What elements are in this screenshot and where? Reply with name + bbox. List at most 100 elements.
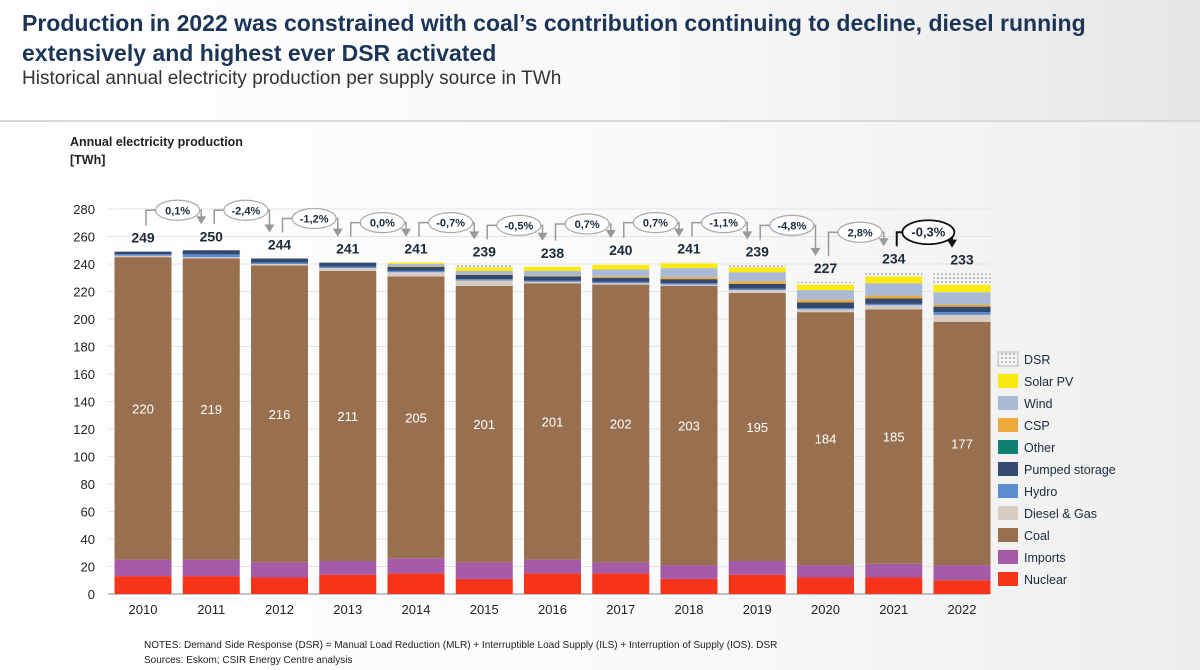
x-tick-label: 2013 [333,602,362,617]
change-pill [632,212,678,234]
bar-segment-coal [660,286,718,566]
bar-segment-solar-pv [524,266,581,271]
x-tick-label: 2021 [879,602,908,617]
bar-segment-imports [660,565,718,579]
legend-swatch [998,506,1018,520]
coal-value-label: 216 [269,407,291,422]
x-tick-label: 2010 [129,602,158,617]
bar-segment-solar-pv [455,267,513,271]
bar-segment-pumped-storage [933,306,991,313]
arrow-icon [469,231,480,240]
bar-segment-pumped-storage [319,262,377,267]
x-tick-label: 2019 [743,602,772,617]
change-label: -1,1% [709,218,738,230]
bar-segment-pumped-storage [387,266,445,271]
change-pill [901,219,956,246]
bar-segment-hydro [728,288,786,291]
y-tick-label: 260 [73,230,95,245]
bar-segment-coal [797,312,854,566]
total-label: 239 [746,243,770,259]
change-pill [837,221,883,243]
bar-segment-pumped-storage [592,277,650,282]
bar-segment-hydro [182,254,240,258]
bar-segment-imports [933,565,991,581]
legend-label: Hydro [1024,485,1057,499]
change-label: 0,7% [643,218,668,230]
total-label: 250 [200,228,224,244]
bar-segment-pumped-storage [455,275,513,280]
notes: NOTES: Demand Side Response (DSR) = Manu… [144,638,777,668]
bar-segment-wind [592,269,650,277]
bar-segment-csp [455,274,513,275]
change-pill [428,212,474,234]
bar-segment-coal [251,265,308,563]
bar-segment-hydro [251,262,308,264]
bar-segment-nuclear [524,573,581,594]
bar-segment-dsr [455,265,513,268]
total-label: 244 [268,237,292,253]
bar-segment-imports [728,561,786,575]
legend-label: Diesel & Gas [1024,507,1097,521]
legend-swatch [998,440,1018,454]
bar-segment-diesel-gas [524,281,581,284]
x-tick-label: 2022 [948,602,977,617]
bar-segment-imports [114,559,172,577]
bar-segment-wind [865,283,923,296]
bar-segment-csp [660,277,718,280]
coal-value-label: 203 [678,419,700,434]
x-tick-label: 2018 [675,602,704,617]
bar-segment-dsr [797,281,854,285]
bar-segment-wind [797,290,854,300]
arrow-icon [401,228,411,237]
bar-segment-coal [387,276,445,559]
bar-segment-nuclear [660,578,718,594]
bar-segment-csp [524,275,581,277]
legend-swatch [998,418,1018,432]
x-tick-label: 2014 [402,602,431,617]
y-tick-label: 120 [73,422,95,437]
bar-segment-coal [182,258,240,560]
y-tick-label: 200 [73,312,95,327]
bar-segment-dsr [660,262,718,264]
change-pill [564,213,610,235]
bar-segment-diesel-gas [592,283,650,285]
bar-segment-nuclear [251,577,308,594]
bar-segment-nuclear [455,578,513,594]
bar-segment-coal [455,286,513,563]
y-tick-label: 0 [88,587,95,602]
bar-segment-diesel-gas [251,264,308,266]
bar-segment-hydro [387,270,445,273]
bar-segment-coal [865,309,923,564]
y-tick-label: 80 [81,477,95,492]
bar-segment-coal [933,321,991,566]
arrow-icon [605,230,616,238]
arrow-icon [810,247,821,256]
change-pill [291,207,337,230]
legend-swatch [998,550,1018,564]
bar-segment-coal [319,270,377,561]
bar-segment-imports [319,561,377,575]
bar-segment-pumped-storage [797,302,854,308]
coal-value-label: 195 [746,420,768,435]
y-tick-label: 160 [73,367,95,382]
bar-segment-diesel-gas [797,309,854,313]
bar-segment-wind [728,272,786,282]
coal-value-label: 211 [337,409,358,424]
arrow-icon [196,216,207,225]
bar-segment-nuclear [933,580,991,594]
y-tick-label: 20 [81,560,95,575]
x-tick-label: 2017 [606,602,635,617]
bar-segment-hydro [455,279,513,281]
change-pill [701,212,747,234]
arrow-icon [264,224,275,233]
bar-segment-csp [865,295,923,299]
bar-segment-wind [387,264,445,267]
y-tick-label: 240 [73,257,95,272]
y-tick-label: 60 [81,505,95,520]
bar-segment-nuclear [387,573,445,594]
coal-value-label: 201 [473,417,495,432]
bar-segment-pumped-storage [728,283,786,289]
y-tick-label: 100 [73,450,95,465]
bar-segment-csp [387,266,445,267]
bar-segment-wind [933,292,991,305]
